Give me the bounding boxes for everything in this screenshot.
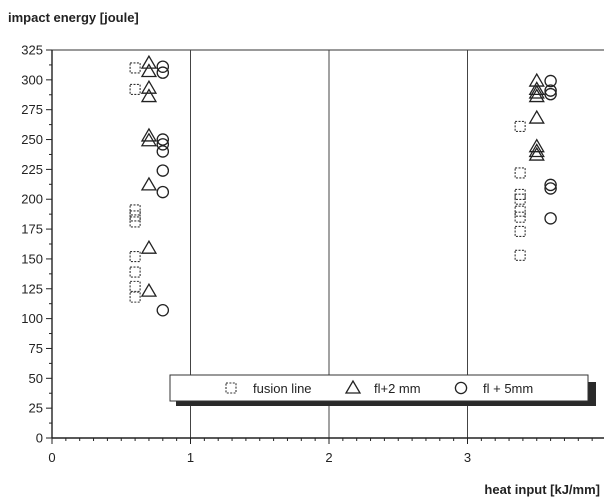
y-tick-label-175: 175 bbox=[21, 222, 43, 237]
data-point bbox=[528, 88, 545, 103]
data-point bbox=[514, 211, 526, 223]
series-0 bbox=[129, 62, 526, 303]
data-point bbox=[129, 210, 141, 222]
x-tick-label-1: 1 bbox=[187, 450, 194, 465]
data-point bbox=[129, 83, 141, 95]
legend-label-1: fl+2 mm bbox=[374, 381, 421, 396]
legend: fusion line fl+2 mm fl + 5mm bbox=[169, 374, 596, 406]
y-tick-label-50: 50 bbox=[29, 371, 43, 386]
y-axis-title: impact energy [joule] bbox=[8, 10, 139, 25]
legend-label-0: fusion line bbox=[253, 381, 312, 396]
data-point bbox=[140, 127, 158, 142]
legend-box bbox=[169, 374, 589, 402]
data-point bbox=[528, 81, 545, 96]
y-tick-label-200: 200 bbox=[21, 192, 43, 207]
data-point bbox=[528, 138, 545, 153]
data-point bbox=[140, 54, 158, 69]
data-point bbox=[514, 167, 526, 179]
data-point bbox=[528, 146, 545, 161]
data-point bbox=[129, 250, 141, 263]
data-point bbox=[156, 66, 170, 79]
data-point bbox=[514, 205, 526, 217]
x-tick-label-0: 0 bbox=[48, 450, 55, 465]
legend-marker-0 bbox=[225, 382, 237, 394]
data-point bbox=[528, 109, 545, 124]
data-point bbox=[156, 133, 170, 146]
data-point bbox=[544, 182, 557, 195]
data-point bbox=[544, 84, 557, 97]
data-point bbox=[544, 87, 557, 101]
data-point bbox=[140, 282, 158, 297]
series-1 bbox=[140, 54, 545, 297]
x-axis-title: heat input [kJ/mm] bbox=[484, 482, 600, 497]
data-point bbox=[140, 176, 158, 191]
data-point bbox=[129, 216, 141, 228]
data-point bbox=[514, 225, 526, 238]
y-tick-label-150: 150 bbox=[21, 251, 43, 266]
data-point bbox=[140, 79, 158, 94]
data-point bbox=[129, 204, 141, 216]
legend-marker-2 bbox=[454, 381, 468, 395]
data-point bbox=[156, 164, 170, 177]
data-point bbox=[514, 120, 526, 132]
data-point bbox=[140, 88, 158, 103]
y-tick-label-325: 325 bbox=[21, 43, 43, 58]
data-point bbox=[528, 84, 545, 99]
y-tick-label-275: 275 bbox=[21, 102, 43, 117]
x-tick-label-2: 2 bbox=[325, 450, 332, 465]
data-point bbox=[129, 266, 141, 278]
legend-label-2: fl + 5mm bbox=[483, 381, 533, 396]
data-point bbox=[129, 62, 141, 74]
y-tick-label-0: 0 bbox=[36, 431, 43, 446]
data-point bbox=[140, 239, 158, 254]
data-point bbox=[129, 280, 141, 292]
y-tick-label-125: 125 bbox=[21, 281, 43, 296]
plot-area: 0 25 50 75 100 125 150 175 200 225 250 275 300 325 0 1 2… bbox=[21, 43, 604, 465]
data-point bbox=[156, 185, 170, 199]
data-point bbox=[156, 60, 170, 73]
data-point bbox=[140, 63, 158, 78]
y-tick-label-225: 225 bbox=[21, 162, 43, 177]
data-point bbox=[129, 291, 141, 303]
y-tick-label-100: 100 bbox=[21, 311, 43, 326]
data-point bbox=[140, 132, 158, 147]
y-tick-label-250: 250 bbox=[21, 132, 43, 147]
y-tick-label-75: 75 bbox=[29, 341, 43, 356]
y-tick-label-300: 300 bbox=[21, 72, 43, 87]
data-point bbox=[528, 143, 545, 158]
data-point bbox=[514, 249, 526, 261]
data-point bbox=[544, 74, 557, 88]
x-tick-label-3: 3 bbox=[464, 450, 471, 465]
data-point bbox=[528, 72, 545, 87]
data-point bbox=[544, 178, 557, 192]
data-point bbox=[544, 212, 557, 225]
data-point bbox=[514, 193, 526, 205]
data-point bbox=[156, 138, 170, 151]
data-point bbox=[156, 304, 170, 317]
y-tick-label-25: 25 bbox=[29, 401, 43, 416]
legend-marker-1 bbox=[344, 379, 362, 394]
series-2 bbox=[156, 60, 557, 317]
data-point bbox=[156, 145, 170, 158]
